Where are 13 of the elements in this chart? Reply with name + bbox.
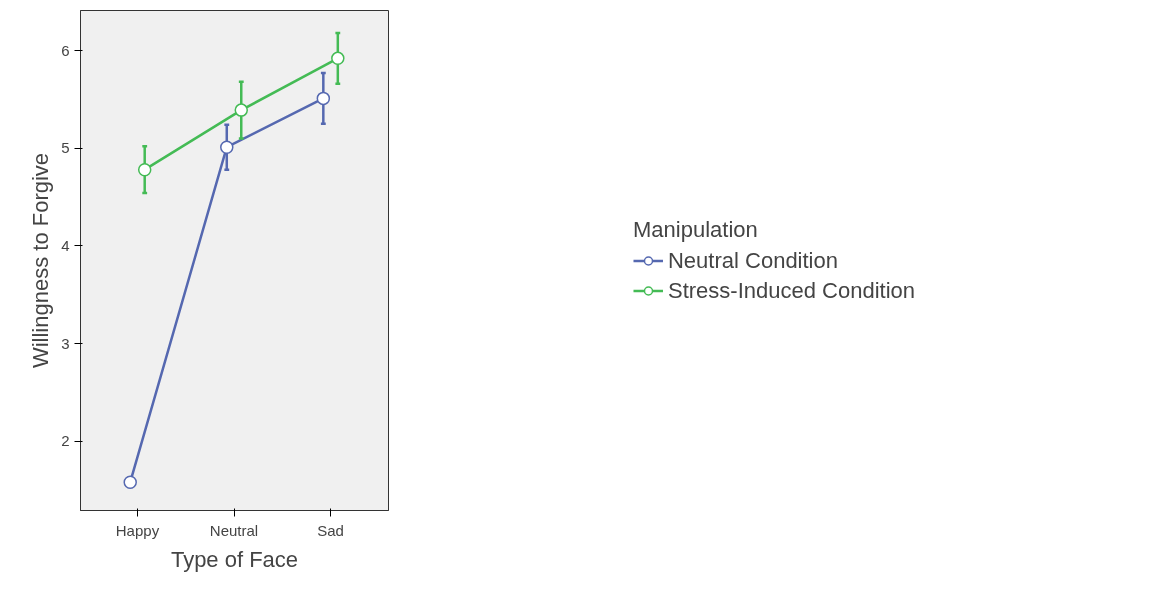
legend-label: Stress-Induced Condition: [667, 277, 916, 304]
y-axis-title: Willingness to Forgive: [28, 152, 54, 369]
x-tick-label: Happy: [115, 521, 160, 539]
x-tick-label: Neutral: [209, 521, 259, 539]
x-tick-label: Sad: [317, 521, 344, 539]
x-axis-title: Type of Face: [170, 546, 299, 572]
legend-title: Manipulation: [632, 216, 759, 243]
y-tick-label: 6: [61, 41, 70, 59]
y-tick-label: 4: [61, 236, 70, 254]
legend-label: Neutral Condition: [667, 247, 838, 274]
y-tick-label: 5: [61, 139, 70, 157]
y-tick-label: 3: [61, 334, 70, 352]
y-tick-label: 2: [61, 432, 70, 450]
